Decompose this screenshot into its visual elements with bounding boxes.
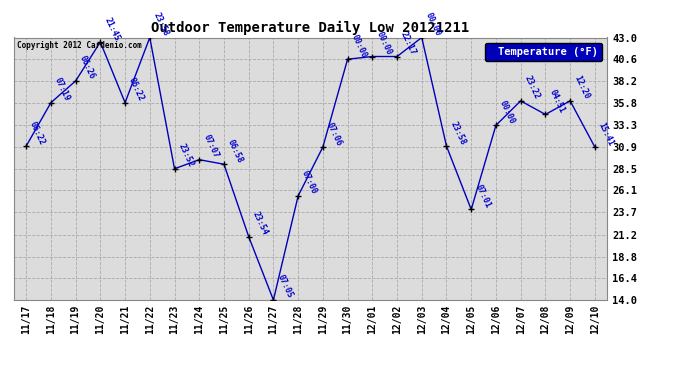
Text: 21:45: 21:45 [102, 16, 121, 42]
Text: 07:01: 07:01 [473, 183, 492, 210]
Text: 23:22: 23:22 [522, 74, 542, 101]
Text: 04:51: 04:51 [547, 88, 566, 114]
Text: 00:00: 00:00 [424, 11, 442, 38]
Text: 00:00: 00:00 [498, 99, 517, 125]
Text: 07:00: 07:00 [300, 170, 319, 196]
Text: 22:17: 22:17 [399, 30, 417, 57]
Text: 07:05: 07:05 [275, 273, 294, 300]
Text: 23:58: 23:58 [152, 11, 170, 38]
Text: 23:58: 23:58 [448, 120, 467, 146]
Text: 06:22: 06:22 [127, 76, 146, 103]
Text: 23:54: 23:54 [250, 210, 269, 237]
Text: 07:19: 07:19 [53, 76, 72, 103]
Text: 00:00: 00:00 [350, 33, 368, 59]
Text: 06:26: 06:26 [77, 54, 97, 81]
Text: 07:07: 07:07 [201, 133, 220, 160]
Title: Outdoor Temperature Daily Low 20121211: Outdoor Temperature Daily Low 20121211 [151, 21, 470, 35]
Text: 15:41: 15:41 [597, 121, 615, 147]
Text: 12:20: 12:20 [572, 74, 591, 101]
Text: Copyright 2012 Cardenio.com: Copyright 2012 Cardenio.com [17, 42, 141, 51]
Text: 07:06: 07:06 [325, 121, 344, 147]
Legend: Temperature (°F): Temperature (°F) [485, 43, 602, 61]
Text: 06:58: 06:58 [226, 138, 245, 164]
Text: 00:00: 00:00 [374, 30, 393, 57]
Text: 23:52: 23:52 [177, 142, 195, 169]
Text: 06:22: 06:22 [28, 120, 47, 146]
